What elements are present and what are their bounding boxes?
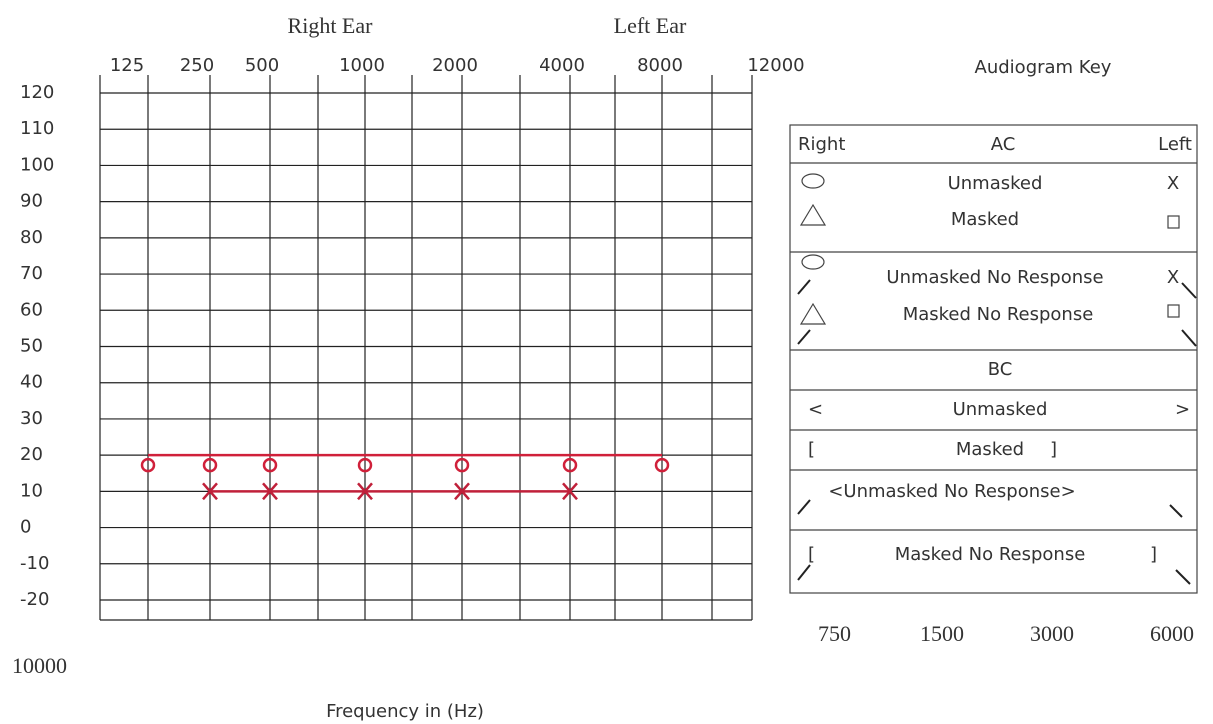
y-tick-label: -10 [20, 553, 49, 574]
x-tick-label: 12000 [747, 55, 804, 76]
marker [454, 457, 470, 473]
key-symbol: [ [808, 439, 815, 460]
key-box [789, 124, 1198, 594]
marker [202, 482, 218, 501]
marker [202, 457, 218, 473]
y-tick-label: -20 [20, 589, 49, 610]
y-tick-label: 60 [20, 299, 43, 320]
key-label: Masked No Response [895, 544, 1086, 565]
key-symbol: [ [808, 544, 815, 565]
key-header: AC [991, 134, 1016, 155]
key-symbol: ] [1150, 544, 1157, 565]
key-header: Left [1158, 134, 1192, 155]
y-tick-label: 30 [20, 408, 43, 429]
x-tick-label: 500 [245, 55, 279, 76]
y-tick-label: 80 [20, 227, 43, 248]
key-label: <Unmasked No Response> [828, 481, 1075, 502]
y-tick-label: 70 [20, 263, 43, 284]
y-tick-label: 120 [20, 82, 54, 103]
marker [262, 482, 278, 501]
key-arrows [797, 279, 1197, 585]
y-tick-label: 50 [20, 336, 43, 357]
marker [562, 457, 578, 473]
marker [454, 482, 470, 501]
extra-frequency: 1500 [920, 621, 964, 646]
key-symbol: X [1167, 267, 1179, 288]
key-symbol: < [808, 399, 823, 420]
key-label: Masked No Response [903, 304, 1094, 325]
x-tick-label: 250 [180, 55, 214, 76]
extra-frequency: 10000 [12, 653, 67, 678]
marker [140, 457, 156, 473]
x-tick-label: 1000 [339, 55, 385, 76]
x-tick-label: 8000 [637, 55, 683, 76]
y-tick-label: 100 [20, 154, 54, 175]
key-label: Unmasked [953, 399, 1048, 420]
key-title: Audiogram Key [975, 57, 1112, 78]
key-label: Masked [956, 439, 1024, 460]
key-header: Right [798, 134, 845, 155]
x-tick-label: 4000 [539, 55, 585, 76]
y-tick-label: 20 [20, 444, 43, 465]
x-tick-label: 2000 [432, 55, 478, 76]
ear-label: Right Ear [288, 13, 374, 38]
y-tick-label: 90 [20, 191, 43, 212]
marker [654, 457, 670, 473]
key-symbol: X [1167, 173, 1179, 194]
y-tick-label: 10 [20, 480, 43, 501]
key-label: Unmasked No Response [886, 267, 1103, 288]
ear-label: Left Ear [614, 13, 687, 38]
x-axis-label: Frequency in (Hz) [326, 701, 484, 722]
marker [357, 457, 373, 473]
x-tick-label: 125 [110, 55, 144, 76]
extra-frequency: 750 [818, 621, 851, 646]
key-header: BC [988, 359, 1013, 380]
marker [562, 482, 578, 501]
y-tick-label: 0 [20, 517, 31, 538]
key-symbol: ] [1050, 439, 1057, 460]
key-symbol: > [1175, 399, 1190, 420]
key-label: Masked [951, 209, 1019, 230]
extra-frequency: 3000 [1030, 621, 1074, 646]
y-tick-label: 40 [20, 372, 43, 393]
key-label: Unmasked [948, 173, 1043, 194]
marker [357, 482, 373, 501]
y-tick-label: 110 [20, 118, 54, 139]
marker [262, 457, 278, 473]
extra-frequency: 6000 [1150, 621, 1194, 646]
